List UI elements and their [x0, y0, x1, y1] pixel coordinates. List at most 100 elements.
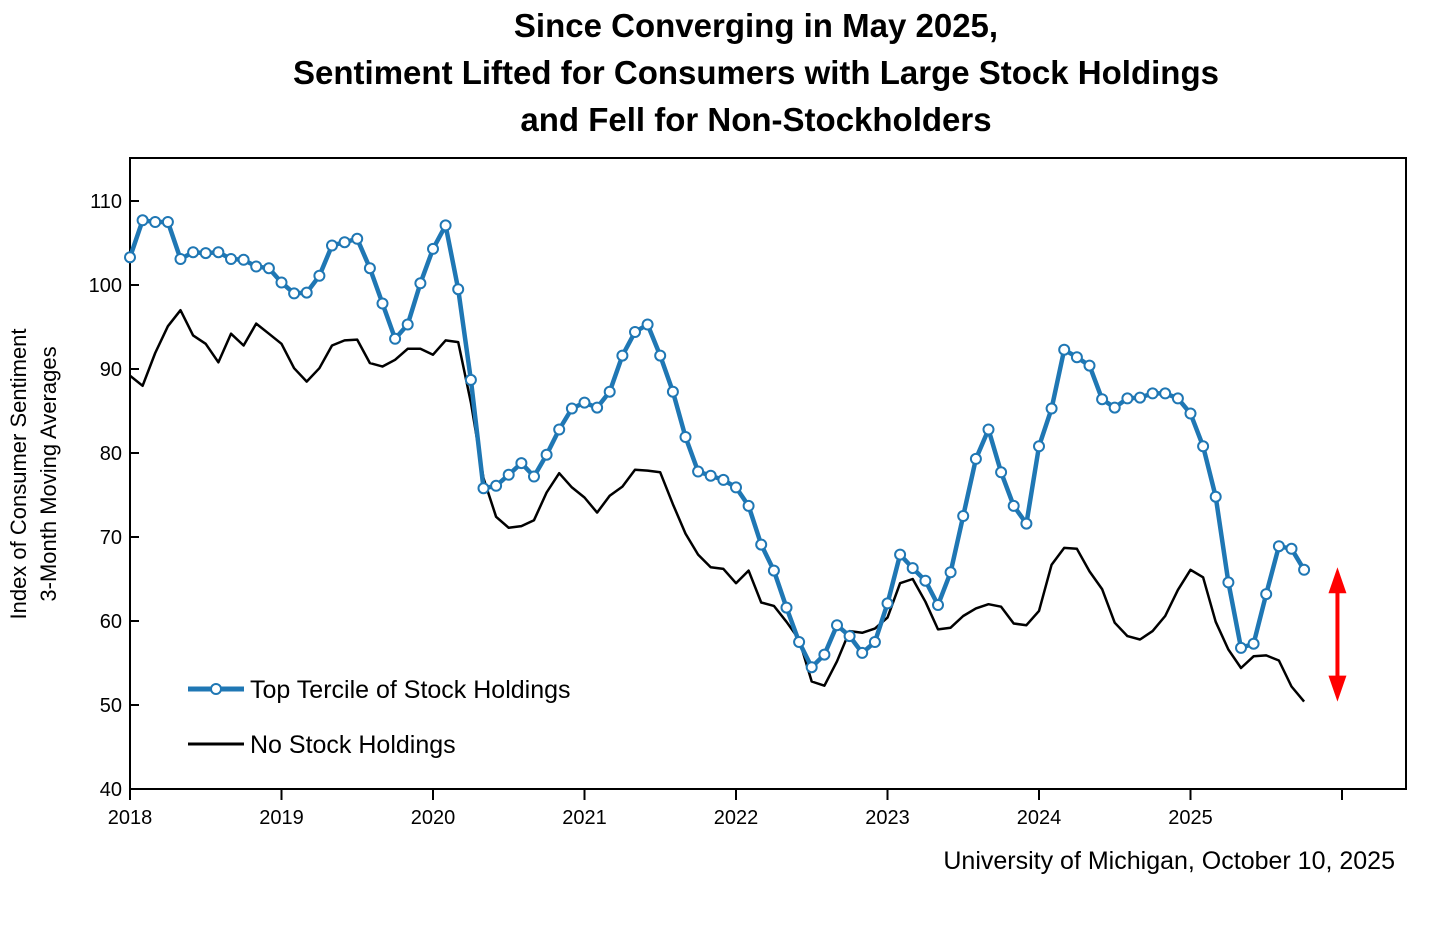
data-point-top-tercile [1159, 387, 1172, 400]
data-point-top-tercile [389, 332, 402, 345]
y-tick-label: 60 [100, 611, 122, 633]
data-point-top-tercile [427, 242, 439, 255]
data-point-top-tercile [376, 297, 389, 310]
data-point-top-tercile [780, 601, 793, 614]
legend: Top Tercile of Stock Holdings No Stock H… [188, 676, 571, 759]
data-point-top-tercile [262, 262, 275, 275]
data-point-top-tercile [666, 385, 679, 398]
legend-label-no-stock: No Stock Holdings [250, 731, 456, 759]
data-point-top-tercile [161, 216, 174, 228]
plot-frame [129, 157, 1407, 790]
y-axis-label-line-2: 3-Month Moving Averages [36, 346, 61, 601]
x-tick-label: 2024 [1017, 807, 1062, 829]
data-point-top-tercile [805, 661, 818, 674]
data-point-top-tercile [704, 469, 717, 482]
data-point-top-tercile [755, 538, 768, 551]
y-tick-label: 40 [100, 779, 122, 801]
data-point-top-tercile [1298, 563, 1311, 576]
data-point-top-tercile [932, 599, 944, 611]
legend-marker-top-tercile [210, 683, 222, 695]
data-point-top-tercile [1083, 359, 1096, 372]
data-point-top-tercile [477, 482, 490, 495]
data-point-top-tercile [906, 562, 919, 575]
data-point-top-tercile [439, 219, 452, 232]
data-point-top-tercile [995, 466, 1008, 479]
data-point-top-tercile [1272, 540, 1285, 553]
data-point-top-tercile [1134, 391, 1146, 404]
legend-label-top-tercile: Top Tercile of Stock Holdings [250, 676, 571, 704]
x-axis: 2018 2019 2020 2021 2022 2023 2024 2025 [108, 789, 1343, 829]
y-axis-label-line-1: Index of Consumer Sentiment [6, 328, 31, 619]
data-point-top-tercile [831, 619, 843, 632]
title-line-1: Since Converging in May 2025, [513, 7, 999, 44]
data-point-top-tercile [1171, 392, 1184, 405]
data-point-top-tercile [679, 431, 692, 443]
data-point-top-tercile [793, 636, 806, 648]
data-point-top-tercile [149, 216, 162, 228]
data-point-top-tercile [326, 239, 338, 252]
data-point-top-tercile [654, 349, 667, 362]
data-point-top-tercile [1184, 407, 1197, 420]
data-point-top-tercile [136, 214, 149, 227]
data-point-top-tercile [237, 253, 250, 266]
data-point-top-tercile [881, 597, 894, 610]
y-tick-label: 50 [100, 695, 122, 717]
data-point-top-tercile [616, 349, 629, 362]
data-point-top-tercile [553, 423, 566, 436]
data-point-top-tercile [1045, 402, 1058, 415]
y-tick-label: 100 [89, 275, 122, 297]
source-note: University of Michigan, October 10, 2025 [943, 847, 1395, 875]
x-tick-label: 2025 [1168, 807, 1213, 829]
gap-arrow-head-down [1328, 675, 1347, 702]
data-point-top-tercile [894, 548, 907, 561]
data-point-top-tercile [452, 283, 465, 296]
data-point-top-tercile [515, 457, 528, 470]
data-point-top-tercile [843, 630, 856, 643]
data-point-top-tercile [528, 470, 540, 483]
data-point-top-tercile [969, 452, 982, 465]
data-point-top-tercile [401, 318, 414, 331]
y-tick-label: 110 [90, 191, 122, 213]
data-point-top-tercile [742, 499, 755, 512]
data-point-top-tercile [1096, 393, 1109, 406]
data-point-top-tercile [1222, 576, 1235, 589]
data-point-top-tercile [982, 423, 995, 436]
gap-arrow-head-up [1328, 567, 1347, 594]
data-point-top-tercile [351, 232, 364, 245]
series-layer [124, 214, 1311, 703]
data-point-top-tercile [957, 510, 970, 522]
y-axis: 40 50 60 70 80 90 100 110 [89, 191, 139, 801]
title-line-2: Sentiment Lifted for Consumers with Larg… [293, 54, 1219, 91]
data-point-top-tercile [1146, 387, 1159, 400]
data-point-top-tercile [919, 574, 932, 587]
data-point-top-tercile [1058, 343, 1071, 356]
x-tick-label: 2019 [259, 807, 304, 829]
data-point-top-tercile [730, 481, 742, 494]
y-tick-label: 80 [100, 443, 122, 465]
data-point-top-tercile [868, 636, 881, 648]
data-point-top-tercile [717, 473, 730, 486]
data-point-top-tercile [1033, 440, 1045, 453]
data-point-top-tercile [363, 262, 376, 275]
data-point-top-tercile [199, 247, 212, 260]
data-point-top-tercile [300, 286, 313, 299]
y-tick-label: 70 [100, 527, 122, 549]
title-line-3: and Fell for Non-Stockholders [520, 101, 992, 138]
data-point-top-tercile [1007, 499, 1020, 512]
x-tick-label: 2021 [562, 807, 607, 829]
x-tick-label: 2018 [108, 807, 153, 829]
data-point-top-tercile [944, 566, 957, 579]
data-point-top-tercile [338, 236, 351, 249]
data-point-top-tercile [1209, 490, 1222, 503]
data-point-top-tercile [1260, 588, 1273, 601]
data-point-top-tercile [641, 318, 654, 331]
data-point-top-tercile [490, 479, 503, 492]
data-point-top-tercile [1235, 641, 1247, 654]
data-point-top-tercile [1020, 517, 1033, 530]
data-point-top-tercile [818, 648, 831, 661]
data-point-top-tercile [1247, 637, 1260, 650]
series-line-top-tercile [127, 218, 1307, 670]
data-point-top-tercile [414, 277, 427, 290]
data-point-top-tercile [565, 402, 578, 415]
